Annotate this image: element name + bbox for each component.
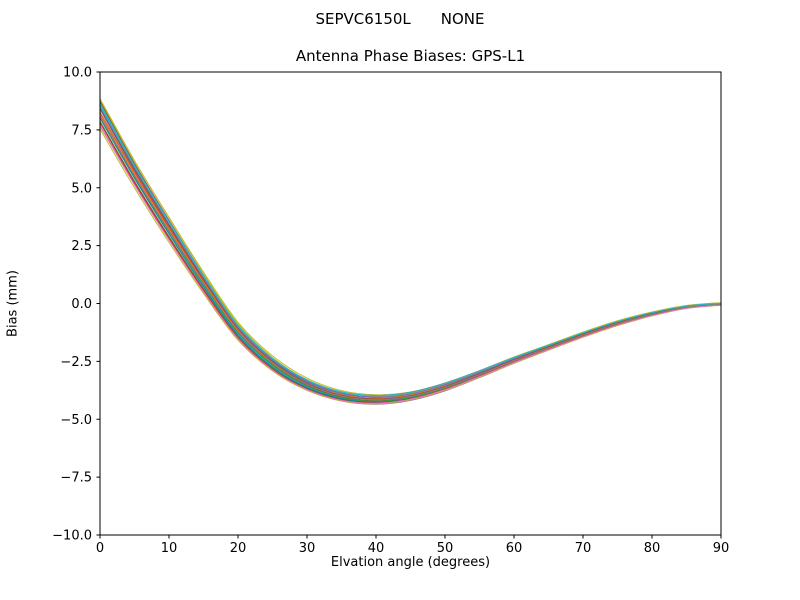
bias-curve: [99, 98, 722, 397]
bias-curve: [99, 104, 722, 398]
x-tick-label: 40: [368, 541, 385, 556]
bias-curve: [99, 103, 722, 397]
bias-curve: [99, 108, 722, 400]
y-tick-label: 7.5: [71, 123, 92, 138]
figure-title-station: SEPVC6150L: [315, 10, 411, 28]
figure-title: SEPVC6150L NONE: [0, 10, 800, 28]
axes-title: Antenna Phase Biases: GPS-L1: [295, 47, 526, 65]
x-tick-label: 30: [299, 541, 316, 556]
x-tick-label: 0: [96, 541, 104, 556]
y-tick-label: −2.5: [60, 355, 92, 370]
x-tick-label: 10: [161, 541, 178, 556]
y-tick-label: 2.5: [71, 239, 92, 254]
x-tick-label: 20: [230, 541, 247, 556]
bias-curve: [99, 100, 722, 397]
bias-curve: [99, 116, 722, 401]
x-tick-label: 60: [506, 541, 523, 556]
bias-curve: [99, 107, 722, 398]
x-tick-label: 70: [575, 541, 592, 556]
y-tick-label: −7.5: [60, 471, 92, 486]
bias-curve: [99, 108, 722, 398]
bias-curve: [99, 106, 722, 399]
y-tick-label: 5.0: [71, 181, 92, 196]
axes-spines: [99, 71, 722, 536]
bias-curve: [99, 106, 722, 397]
y-tick-label: 10.0: [63, 66, 92, 81]
figure-title-radome: NONE: [440, 10, 485, 28]
x-axis-label: Elvation angle (degrees): [330, 555, 491, 570]
x-tick-label: 90: [713, 541, 730, 556]
bias-curve: [99, 101, 722, 398]
y-tick-label: −10.0: [52, 529, 92, 544]
x-tick-label: 80: [644, 541, 661, 556]
bias-curve: [99, 108, 722, 399]
x-tick-label: 50: [437, 541, 454, 556]
bias-curve: [99, 125, 722, 404]
y-tick-label: 0.0: [71, 297, 92, 312]
bias-curve: [99, 112, 722, 399]
bias-curve: [99, 128, 722, 405]
bias-curve: [99, 99, 722, 396]
y-tick-label: −5.0: [60, 413, 92, 428]
